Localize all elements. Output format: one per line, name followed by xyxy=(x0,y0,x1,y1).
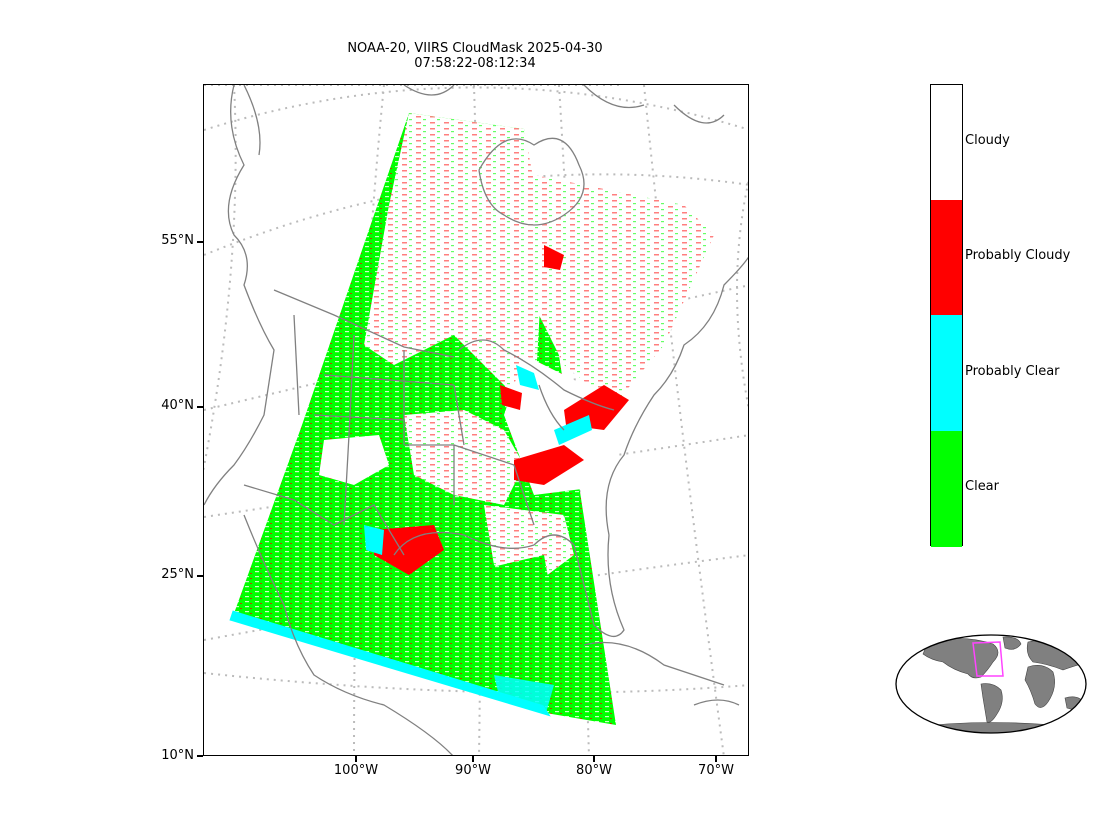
swath-cloudy-west xyxy=(319,435,389,485)
coastline-pacific xyxy=(204,85,275,506)
meridian-line xyxy=(643,85,725,755)
greenland-land xyxy=(1002,636,1022,650)
coastline-atlantic xyxy=(605,256,748,536)
map-canvas xyxy=(204,85,748,755)
africa-land xyxy=(1024,665,1055,708)
parallel-line xyxy=(204,86,748,131)
swath-prob-cloudy-georgia xyxy=(514,445,584,485)
parallel-line xyxy=(204,284,748,411)
coastline-hudson xyxy=(478,137,585,226)
meridian-line xyxy=(736,179,748,410)
lon-label-90w: 90°W xyxy=(455,763,491,778)
globe-outline xyxy=(895,634,1087,734)
colorbar-label-probably-clear: Probably Clear xyxy=(965,364,1060,379)
islands-north xyxy=(243,85,725,156)
lon-tick-100w xyxy=(355,756,357,762)
colorbar-label-probably-cloudy: Probably Cloudy xyxy=(965,248,1071,263)
swath-prob-cloudy-texas xyxy=(374,525,444,575)
swath-prob-clear-lakes xyxy=(516,365,539,390)
colorbar-probably-clear xyxy=(931,315,962,431)
meridian-line xyxy=(204,85,237,472)
swath-cloudy-northeast xyxy=(534,175,714,405)
swath-clear-gulf xyxy=(414,555,564,665)
lon-tick-80w xyxy=(593,756,595,762)
inset-swath-box xyxy=(972,641,1004,677)
swath-prob-clear-mexico xyxy=(364,525,384,555)
lat-label-55n: 55°N xyxy=(161,233,194,248)
cuba xyxy=(583,641,725,686)
coastline-gulf xyxy=(393,531,625,637)
map-title: NOAA-20, VIIRS CloudMask 2025-04-30 xyxy=(347,41,603,56)
hispaniola xyxy=(693,699,740,706)
south-america-land xyxy=(980,683,1003,723)
colorbar-label-cloudy: Cloudy xyxy=(965,133,1010,148)
coastlines-and-borders xyxy=(204,85,748,755)
lat-tick-10 xyxy=(197,755,203,757)
lon-tick-70w xyxy=(715,756,717,762)
lat-label-10n: 10°N xyxy=(161,748,194,763)
globe-inset xyxy=(895,634,1087,734)
cloud-mask-map xyxy=(203,84,749,756)
colorbar-cloudy xyxy=(931,85,962,200)
map-time-range: 07:58:22-08:12:34 xyxy=(414,56,536,71)
lon-label-70w: 70°W xyxy=(698,763,734,778)
colorbar-clear xyxy=(931,431,962,547)
colorbar-probably-cloudy xyxy=(931,200,962,315)
colorbar xyxy=(930,84,963,547)
lon-tick-90w xyxy=(472,756,474,762)
swath-cloudy-north xyxy=(364,113,544,415)
lat-label-25n: 25°N xyxy=(161,567,194,582)
cloud-mask-swath xyxy=(229,113,714,725)
lon-label-100w: 100°W xyxy=(333,763,379,778)
swath-cloudy-central xyxy=(404,410,524,505)
swath-prob-cloudy-lakes xyxy=(500,385,522,410)
north-america-land xyxy=(922,638,999,679)
lat-tick-40 xyxy=(197,406,203,408)
lon-label-80w: 80°W xyxy=(576,763,612,778)
coastline-baja xyxy=(243,514,453,755)
swath-prob-clear-south xyxy=(494,675,554,713)
lat-tick-55 xyxy=(197,241,203,243)
border-canada-us xyxy=(273,289,455,358)
colorbar-label-clear: Clear xyxy=(965,479,999,494)
great-lakes xyxy=(458,339,615,431)
state-lines xyxy=(293,314,535,526)
lat-tick-25 xyxy=(197,575,203,577)
lat-label-40n: 40°N xyxy=(161,398,194,413)
border-us-mexico xyxy=(243,484,405,556)
swath-prob-cloudy-canada xyxy=(544,245,564,270)
swath-prob-clear-erie xyxy=(554,415,592,445)
